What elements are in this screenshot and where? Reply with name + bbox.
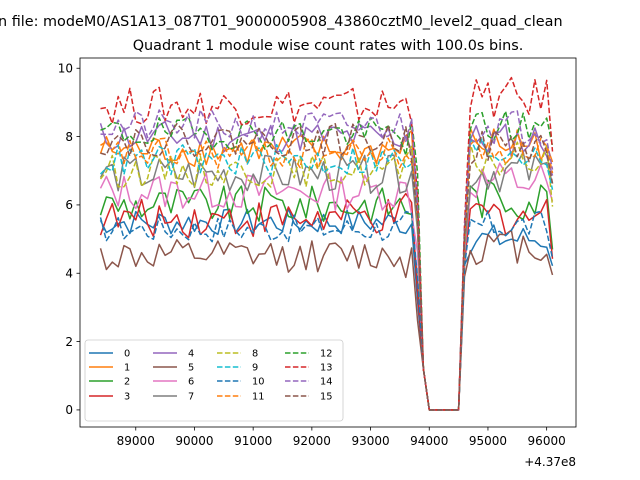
y-tick-label: 2 xyxy=(65,335,73,349)
legend-label-8: 8 xyxy=(252,349,258,360)
x-tick-label: 93000 xyxy=(351,434,389,448)
legend-label-10: 10 xyxy=(252,377,264,388)
series-line-12 xyxy=(100,110,554,411)
series-line-11 xyxy=(100,129,554,411)
y-tick-label: 6 xyxy=(65,198,73,212)
legend-label-13: 13 xyxy=(320,363,332,374)
y-tick-label: 10 xyxy=(58,61,73,75)
legend-label-2: 2 xyxy=(124,377,130,388)
y-axis: 0 2 4 6 8 10 xyxy=(58,61,80,417)
chart-title: Quadrant 1 module wise count rates with … xyxy=(133,38,524,54)
plot-area xyxy=(79,57,577,428)
legend-frame xyxy=(84,339,344,422)
legend-label-4: 4 xyxy=(188,349,194,360)
series-line-3 xyxy=(99,192,554,411)
legend-label-9: 9 xyxy=(252,363,258,374)
series-line-14 xyxy=(100,109,554,411)
x-tick-label: 96000 xyxy=(528,434,566,448)
axes-frame xyxy=(79,57,577,428)
legend-label-14: 14 xyxy=(320,377,332,388)
series-line-7 xyxy=(99,151,554,411)
legend-label-6: 6 xyxy=(188,377,194,388)
figure-suptitle: n file: modeM0/AS1A13_087T01_9000005908_… xyxy=(0,14,563,30)
legend-label-12: 12 xyxy=(320,349,332,360)
legend-label-11: 11 xyxy=(252,392,264,403)
legend-label-7: 7 xyxy=(188,392,194,403)
legend-label-15: 15 xyxy=(320,392,332,403)
x-axis: 89000 90000 91000 92000 93000 94000 95000 96000 xyxy=(117,427,566,448)
series-line-4 xyxy=(99,120,554,411)
legend-label-5: 5 xyxy=(188,363,194,374)
series-line-13 xyxy=(100,76,554,411)
legend-label-3: 3 xyxy=(124,392,130,403)
x-axis-offset-label: +4.37e8 xyxy=(524,455,576,469)
x-tick-label: 92000 xyxy=(293,434,331,448)
y-tick-label: 8 xyxy=(65,130,73,144)
series-line-15 xyxy=(100,122,554,411)
series-lines xyxy=(99,76,554,411)
legend-label-1: 1 xyxy=(124,363,130,374)
series-line-5 xyxy=(99,229,554,411)
legend-label-0: 0 xyxy=(124,349,130,360)
x-tick-label: 94000 xyxy=(410,434,448,448)
x-tick-label: 95000 xyxy=(469,434,507,448)
y-tick-label: 0 xyxy=(65,403,73,417)
x-tick-label: 91000 xyxy=(234,434,272,448)
series-line-9 xyxy=(99,137,554,411)
x-tick-label: 89000 xyxy=(117,434,155,448)
x-tick-label: 90000 xyxy=(175,434,213,448)
series-line-8 xyxy=(99,141,554,411)
series-line-10 xyxy=(99,210,554,411)
y-tick-label: 4 xyxy=(65,266,73,280)
